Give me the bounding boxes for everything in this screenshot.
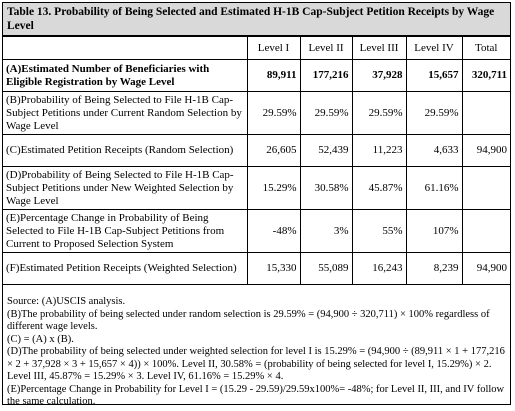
table-title: Table 13. Probability of Being Selected …	[3, 3, 510, 36]
header-cell-total: Total	[461, 36, 510, 60]
table-row: (E)Percentage Change in Probability of B…	[3, 209, 510, 253]
row-label: (C)Estimated Petition Receipts (Random S…	[3, 134, 248, 167]
row-label: (D)Probability of Being Selected to File…	[3, 166, 248, 210]
cell-total	[461, 209, 510, 253]
data-table: Level I Level II Level III Level IV Tota…	[3, 36, 510, 285]
row-label: (E)Percentage Change in Probability of B…	[3, 209, 248, 253]
cell-level-ii: 177,216	[299, 59, 353, 92]
cell-level-i: 15,330	[246, 252, 301, 285]
cell-level-iii: 16,243	[351, 252, 407, 285]
table-row: (B)Probability of Being Selected to File…	[3, 91, 510, 135]
cell-level-ii: 52,439	[299, 134, 353, 167]
cell-level-ii: 3%	[299, 209, 353, 253]
table-row: (A)Estimated Number of Beneficiaries wit…	[3, 59, 510, 92]
cell-level-iii: 55%	[351, 209, 407, 253]
footnote-c: (C) = (A) x (B).	[7, 333, 74, 345]
footnote-d: (D)The probability of being selected und…	[7, 346, 505, 382]
row-label: (A)Estimated Number of Beneficiaries wit…	[3, 59, 248, 92]
cell-level-iii: 45.87%	[351, 166, 407, 210]
cell-level-i: 15.29%	[246, 166, 301, 210]
cell-level-ii: 30.58%	[299, 166, 353, 210]
cell-level-iii: 37,928	[351, 59, 407, 92]
cell-level-i: -48%	[246, 209, 301, 253]
table-row: (C)Estimated Petition Receipts (Random S…	[3, 134, 510, 167]
header-cell-level-iv: Level IV	[405, 36, 463, 60]
cell-total: 94,900	[461, 134, 510, 167]
cell-level-iii: 29.59%	[351, 91, 407, 135]
header-cell-level-ii: Level II	[299, 36, 353, 60]
header-cell-level-i: Level I	[246, 36, 301, 60]
cell-level-ii: 29.59%	[299, 91, 353, 135]
cell-total: 320,711	[461, 59, 510, 92]
cell-level-iv: 8,239	[405, 252, 463, 285]
cell-level-iv: 107%	[405, 209, 463, 253]
source-note: Source: (A)USCIS analysis.	[7, 296, 126, 307]
table-row: (F)Estimated Petition Receipts (Weighted…	[3, 252, 510, 285]
table-notes: Source: (A)USCIS analysis. (B)The probab…	[3, 294, 510, 411]
cell-level-iv: 29.59%	[405, 91, 463, 135]
cell-level-i: 29.59%	[246, 91, 301, 135]
cell-total	[461, 166, 510, 210]
cell-level-iv: 61.16%	[405, 166, 463, 210]
header-cell-label	[3, 36, 248, 60]
cell-total: 94,900	[461, 252, 510, 285]
row-label: (F)Estimated Petition Receipts (Weighted…	[3, 252, 248, 285]
cell-level-ii: 55,089	[299, 252, 353, 285]
cell-level-i: 89,911	[246, 59, 301, 92]
table-row: (D)Probability of Being Selected to File…	[3, 166, 510, 210]
table-frame: Table 13. Probability of Being Selected …	[2, 2, 511, 407]
cell-level-i: 26,605	[246, 134, 301, 167]
footnote-e: (E)Percentage Change in Probability for …	[7, 383, 505, 408]
cell-level-iii: 11,223	[351, 134, 407, 167]
cell-level-iv: 4,633	[405, 134, 463, 167]
header-cell-level-iii: Level III	[351, 36, 407, 60]
row-label: (B)Probability of Being Selected to File…	[3, 91, 248, 135]
header-row: Level I Level II Level III Level IV Tota…	[3, 36, 510, 60]
cell-level-iv: 15,657	[405, 59, 463, 92]
footnote-b: (B)The probability of being selected und…	[7, 308, 490, 333]
cell-total	[461, 91, 510, 135]
